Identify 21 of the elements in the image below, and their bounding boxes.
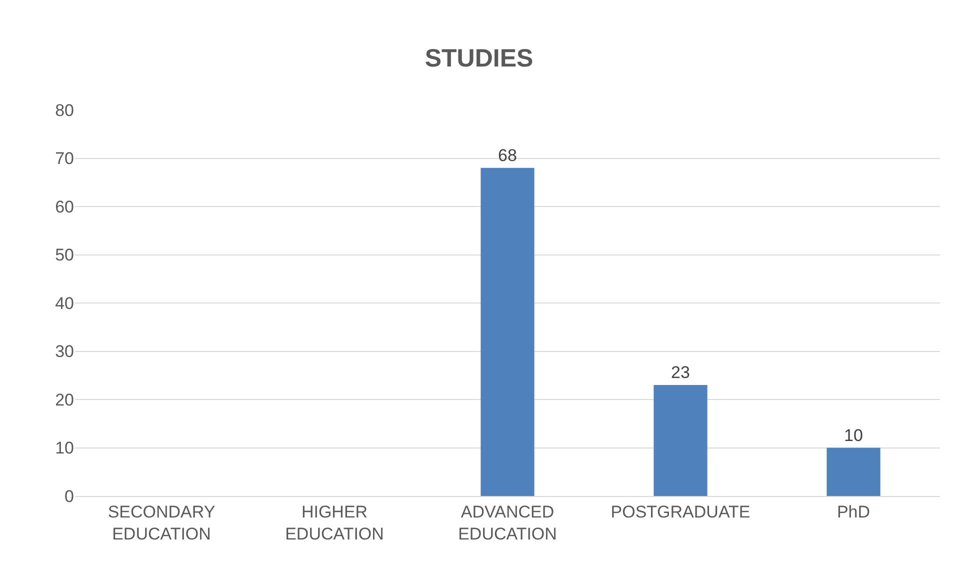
bar xyxy=(480,168,534,496)
y-tick-label: 60 xyxy=(55,197,74,216)
y-tick-label: 30 xyxy=(55,342,74,362)
data-label: 68 xyxy=(498,146,517,165)
x-tick-label: SECONDARY EDUCATION xyxy=(108,502,216,544)
data-label: 23 xyxy=(671,363,690,382)
x-tick-label: ADVANCED EDUCATION xyxy=(458,502,557,544)
bar xyxy=(654,385,708,496)
x-tick-label: PhD xyxy=(836,502,870,522)
bar xyxy=(826,448,880,496)
chart-title: STUDIES xyxy=(424,44,534,73)
y-tick-label: 10 xyxy=(55,438,74,458)
y-tick-label: 80 xyxy=(55,100,74,120)
y-tick-label: 20 xyxy=(55,390,74,410)
data-label: 10 xyxy=(844,426,863,445)
y-tick-label: 0 xyxy=(64,486,74,506)
x-tick-label: POSTGRADUATE xyxy=(610,502,750,522)
y-tick-label: 40 xyxy=(55,294,74,313)
x-tick-label: HIGHER EDUCATION xyxy=(285,502,384,544)
y-tick-label: 50 xyxy=(55,246,74,265)
y-tick-label: 70 xyxy=(55,149,74,168)
